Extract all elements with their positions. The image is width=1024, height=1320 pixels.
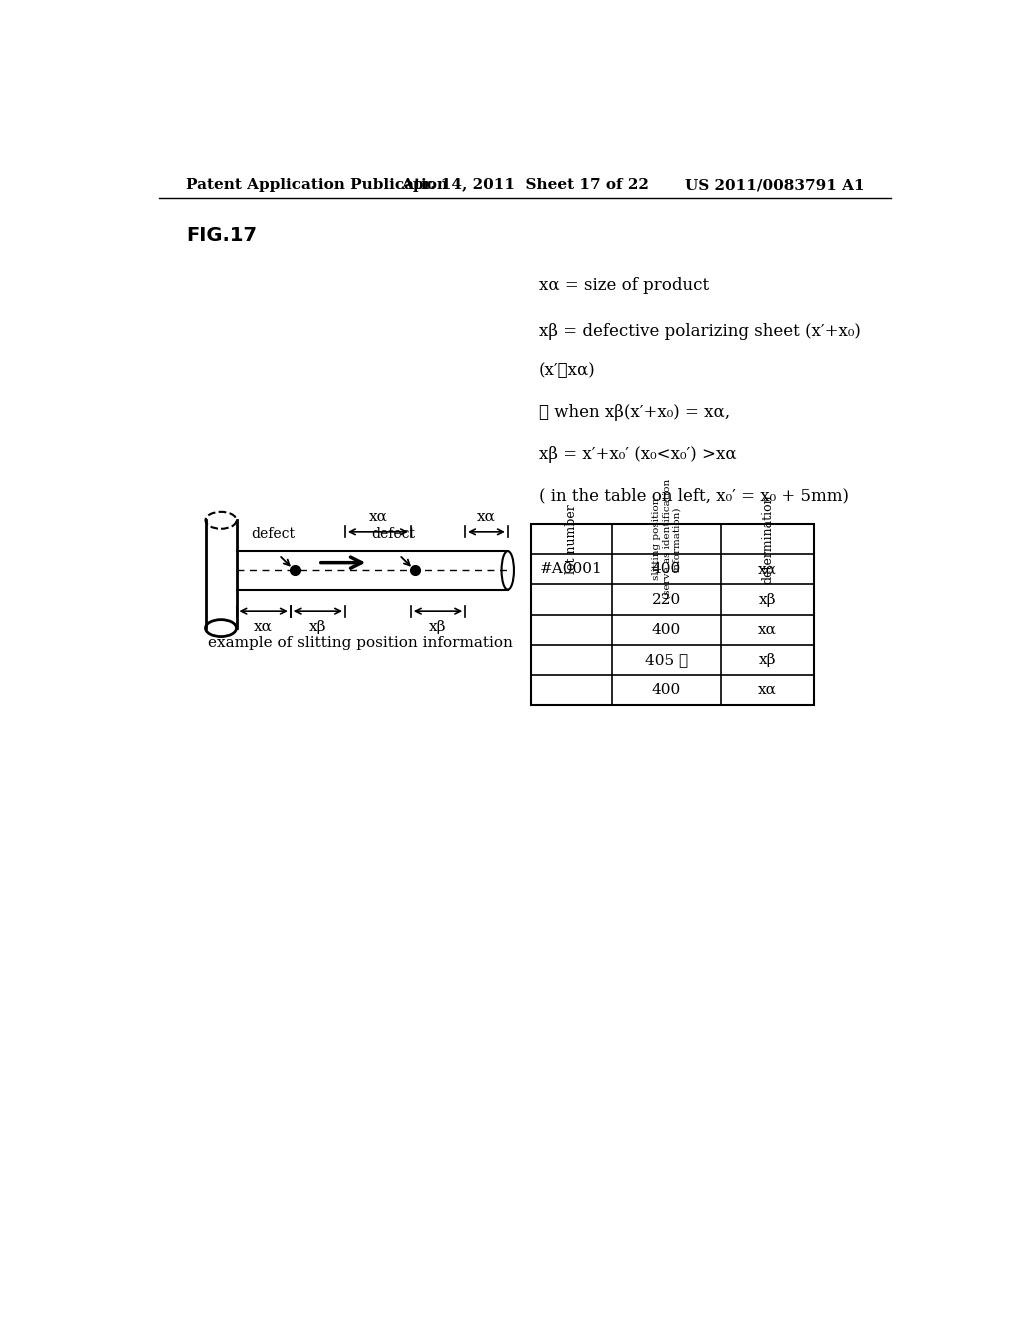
Bar: [531, 524, 814, 705]
Text: lot number: lot number: [565, 504, 579, 574]
Text: slitting position
(serve as identification
information): slitting position (serve as identificati…: [651, 479, 682, 599]
Text: 220: 220: [652, 593, 681, 607]
Text: xβ: xβ: [429, 619, 446, 634]
Text: ( in the table on left, x₀′ = x₀ + 5mm): ( in the table on left, x₀′ = x₀ + 5mm): [539, 487, 849, 504]
Text: FIG.17: FIG.17: [186, 226, 257, 246]
Ellipse shape: [206, 619, 237, 636]
Text: xβ = defective polarizing sheet (x′+x₀): xβ = defective polarizing sheet (x′+x₀): [539, 323, 860, 341]
Text: determination: determination: [761, 495, 774, 583]
Text: xβ: xβ: [759, 653, 776, 667]
Text: #A0001: #A0001: [541, 562, 603, 577]
Text: example of slitting position information: example of slitting position information: [208, 636, 513, 651]
Text: xβ: xβ: [309, 619, 327, 634]
Text: xα: xα: [758, 682, 777, 697]
Ellipse shape: [502, 552, 514, 590]
Text: xα: xα: [758, 623, 777, 636]
Text: defect: defect: [251, 527, 295, 541]
Text: 405 ※: 405 ※: [645, 653, 688, 667]
Text: xα: xα: [477, 510, 496, 524]
Text: xα: xα: [254, 619, 273, 634]
Text: xβ = x′+x₀′ (x₀<x₀′) >xα: xβ = x′+x₀′ (x₀<x₀′) >xα: [539, 446, 736, 463]
Text: xα: xα: [369, 510, 387, 524]
Text: 400: 400: [652, 623, 681, 636]
Text: xα: xα: [758, 562, 777, 577]
Text: Patent Application Publication: Patent Application Publication: [186, 178, 449, 193]
Text: defect: defect: [371, 527, 415, 541]
Text: US 2011/0083791 A1: US 2011/0083791 A1: [685, 178, 864, 193]
Text: Apr. 14, 2011  Sheet 17 of 22: Apr. 14, 2011 Sheet 17 of 22: [400, 178, 649, 193]
Text: 400: 400: [652, 682, 681, 697]
Text: xβ: xβ: [759, 593, 776, 607]
Text: ※ when xβ(x′+x₀) = xα,: ※ when xβ(x′+x₀) = xα,: [539, 404, 730, 421]
Text: (x′≦xα): (x′≦xα): [539, 362, 596, 379]
Text: xα = size of product: xα = size of product: [539, 277, 709, 294]
Text: 400: 400: [652, 562, 681, 577]
